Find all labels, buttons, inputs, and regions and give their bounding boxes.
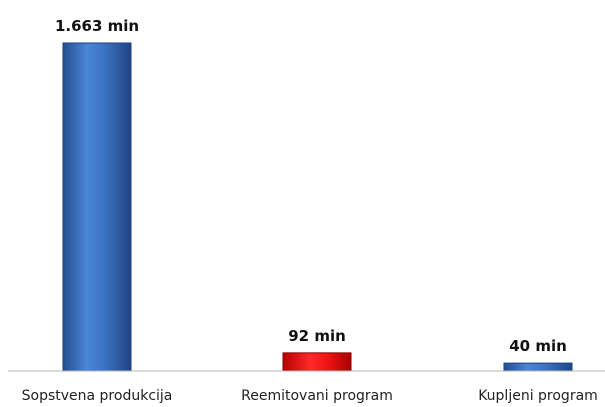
x-tick-label-1: Reemitovani program [241, 388, 393, 404]
bar-1 [282, 352, 352, 372]
data-label-0: 1.663 min [55, 17, 139, 35]
bar-0 [62, 42, 132, 372]
data-label-2: 40 min [509, 337, 567, 355]
x-tick-label-2: Kupljeni program [478, 388, 598, 404]
data-label-1: 92 min [288, 327, 346, 345]
x-tick-label-0: Sopstvena produkcija [22, 388, 173, 404]
bars-group [62, 42, 573, 372]
labels-group: 1.663 min Sopstvena produkcija 92 min Reemi… [22, 17, 598, 404]
bar-2 [503, 362, 573, 372]
